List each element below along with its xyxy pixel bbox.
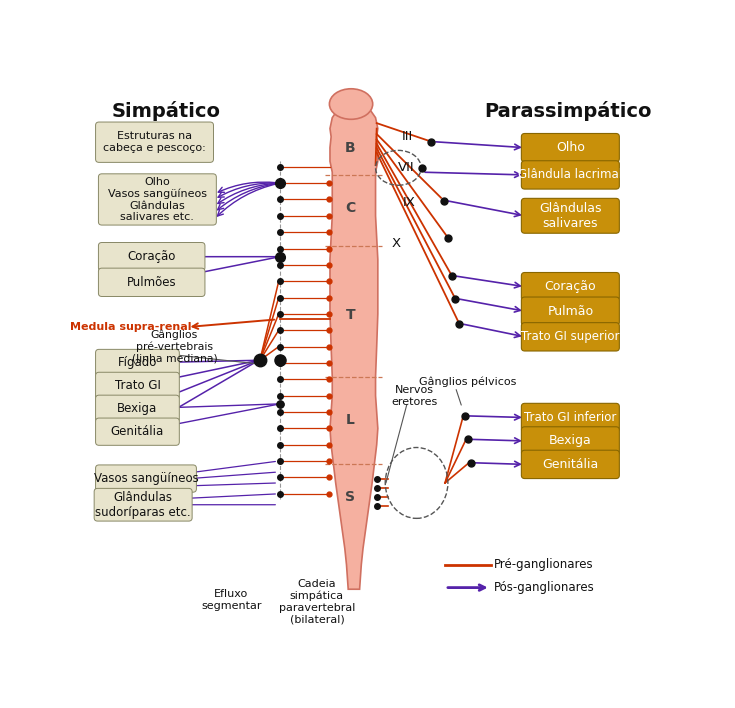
Text: Olho
Vasos sangüíneos
Glândulas
salivares etc.: Olho Vasos sangüíneos Glândulas salivare… (108, 177, 207, 222)
FancyBboxPatch shape (96, 122, 213, 162)
Text: Glândula lacrimal: Glândula lacrimal (518, 169, 623, 181)
Text: Glândulas
sudoríparas etc.: Glândulas sudoríparas etc. (96, 491, 191, 519)
Text: Gânglios
pré-vertebrais
(linha mediana): Gânglios pré-vertebrais (linha mediana) (132, 329, 218, 364)
Text: IX: IX (402, 196, 415, 210)
Text: Bexiga: Bexiga (118, 402, 157, 416)
FancyBboxPatch shape (521, 323, 620, 351)
Text: Genitália: Genitália (542, 458, 598, 471)
Text: Pulmões: Pulmões (127, 276, 176, 289)
Text: T: T (345, 308, 355, 322)
Text: Glândulas
salivares: Glândulas salivares (539, 202, 602, 230)
FancyBboxPatch shape (521, 273, 620, 301)
Text: Medula supra-renal: Medula supra-renal (70, 322, 191, 332)
Text: X: X (392, 236, 401, 249)
Polygon shape (330, 110, 378, 589)
Text: Trato GI: Trato GI (115, 379, 160, 392)
FancyBboxPatch shape (521, 198, 620, 233)
FancyBboxPatch shape (96, 349, 179, 377)
FancyBboxPatch shape (521, 297, 620, 326)
FancyBboxPatch shape (98, 268, 205, 297)
FancyBboxPatch shape (521, 450, 620, 479)
Text: Gânglios pélvicos: Gânglios pélvicos (419, 377, 517, 387)
FancyBboxPatch shape (521, 161, 620, 189)
FancyBboxPatch shape (521, 404, 620, 432)
FancyBboxPatch shape (96, 372, 179, 399)
Text: Pulmão: Pulmão (548, 304, 593, 318)
Text: VII: VII (398, 161, 415, 174)
FancyBboxPatch shape (98, 243, 205, 271)
FancyBboxPatch shape (94, 489, 192, 521)
Ellipse shape (329, 88, 373, 120)
Text: Bexiga: Bexiga (549, 435, 592, 447)
Text: Coração: Coração (127, 250, 176, 263)
Text: Nervos
eretores: Nervos eretores (392, 385, 438, 406)
Text: S: S (345, 489, 356, 503)
Text: Coração: Coração (545, 280, 596, 293)
FancyBboxPatch shape (96, 418, 179, 445)
Text: Trato GI superior: Trato GI superior (521, 331, 620, 343)
Text: Estruturas na
cabeça e pescoço:: Estruturas na cabeça e pescoço: (103, 132, 206, 153)
FancyBboxPatch shape (98, 174, 216, 225)
Text: Cadeia
simpática
paravertebral
(bilateral): Cadeia simpática paravertebral (bilatera… (279, 579, 355, 624)
FancyBboxPatch shape (521, 427, 620, 455)
Text: Vasos sangüíneos: Vasos sangüíneos (93, 472, 198, 485)
Text: B: B (345, 141, 356, 154)
Text: Simpático: Simpático (112, 101, 220, 121)
Text: Fígado: Fígado (118, 357, 157, 370)
Text: III: III (402, 130, 413, 143)
Text: Genitália: Genitália (111, 426, 164, 438)
Text: Pós-ganglionares: Pós-ganglionares (493, 581, 594, 594)
Text: Olho: Olho (556, 141, 585, 154)
Text: Parassimpático: Parassimpático (484, 101, 651, 121)
FancyBboxPatch shape (521, 134, 620, 162)
Text: Trato GI inferior: Trato GI inferior (524, 411, 617, 424)
Text: Pré-ganglionares: Pré-ganglionares (493, 558, 593, 571)
Text: L: L (346, 413, 355, 427)
FancyBboxPatch shape (96, 465, 196, 492)
Text: Efluxo
segmentar: Efluxo segmentar (201, 589, 262, 611)
Text: C: C (345, 200, 356, 215)
FancyBboxPatch shape (96, 395, 179, 423)
